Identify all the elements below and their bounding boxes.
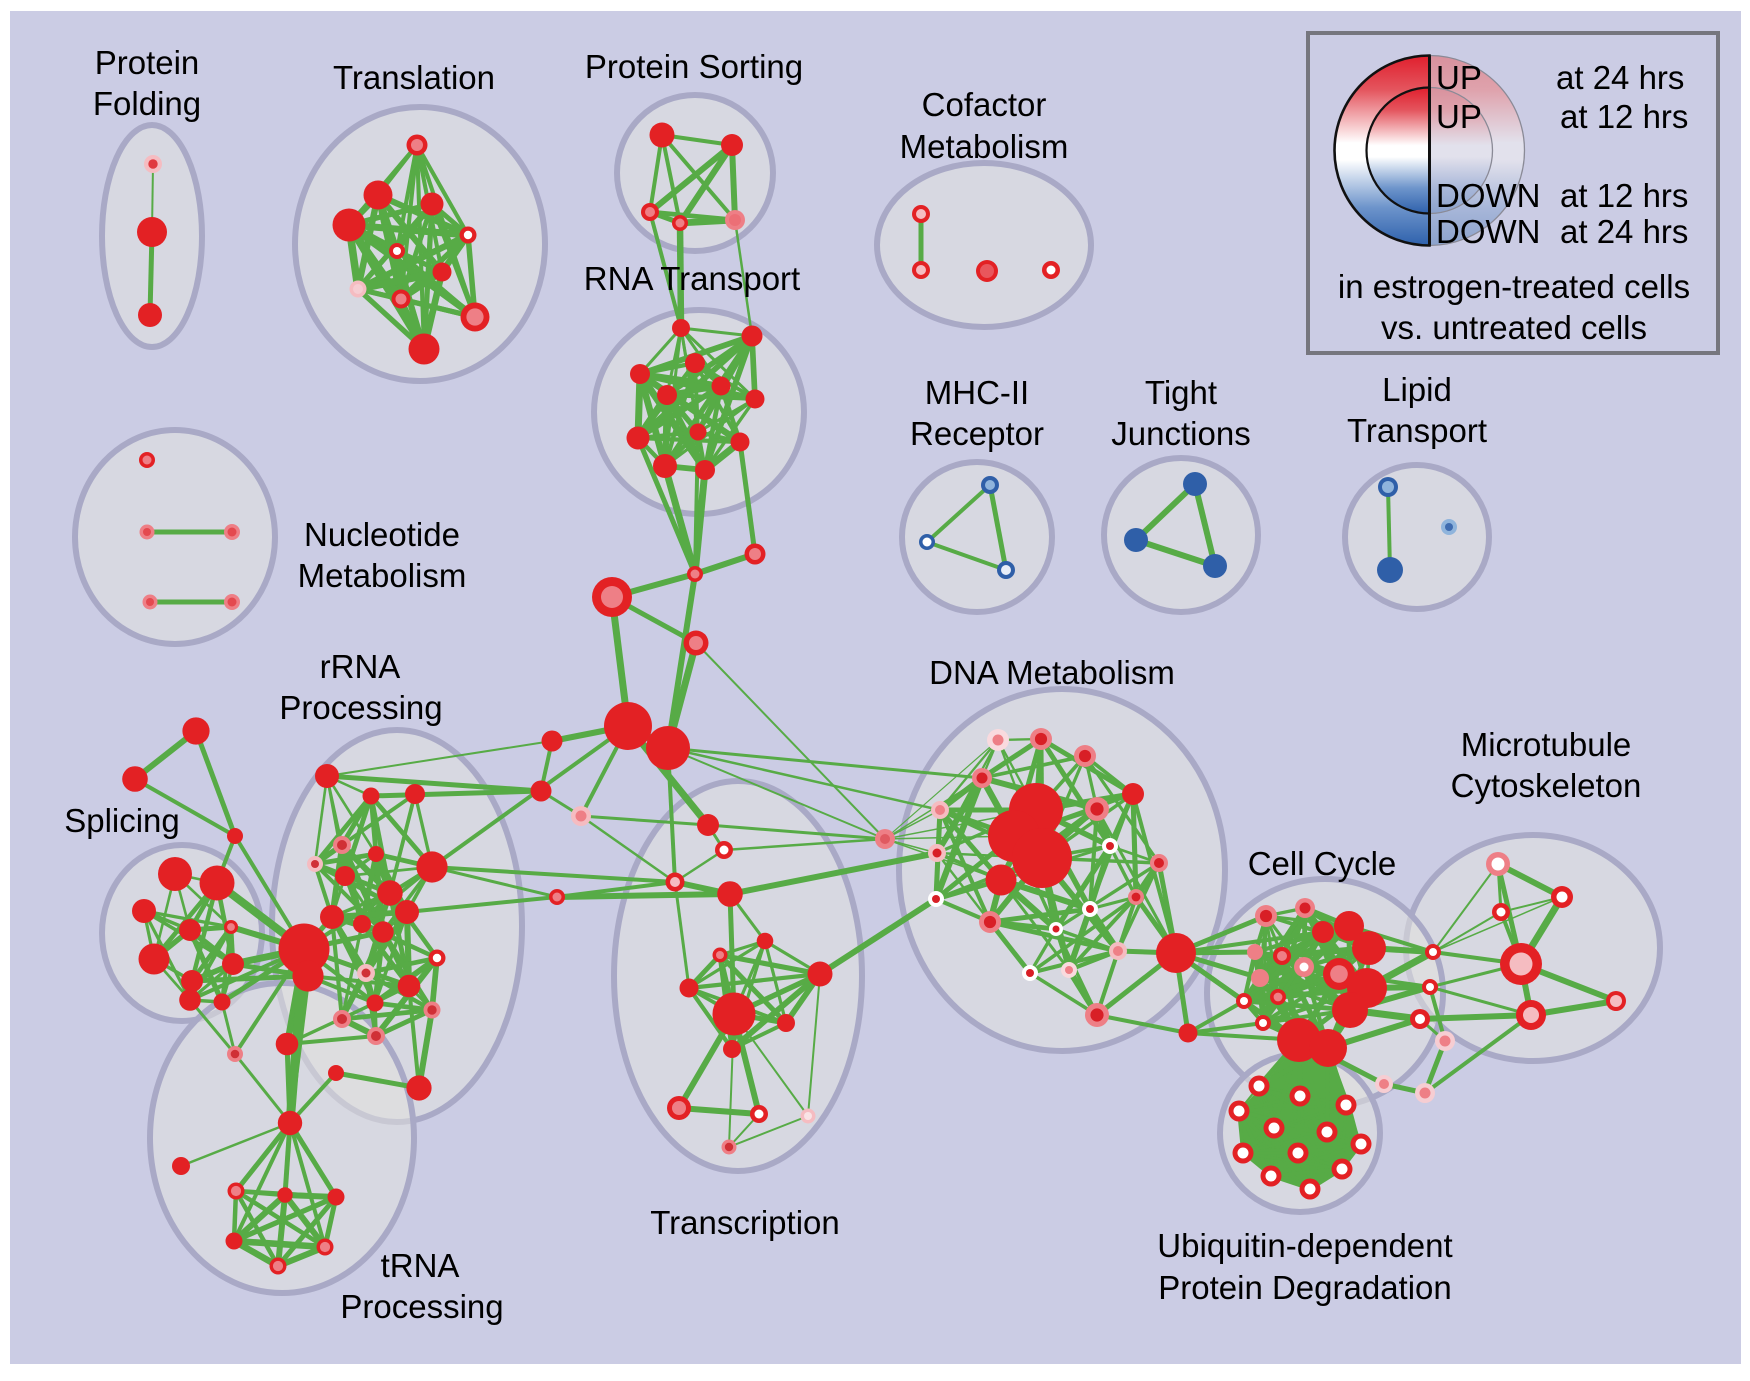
svg-text:at 24 hrs: at 24 hrs bbox=[1560, 213, 1688, 250]
svg-text:rRNA: rRNA bbox=[320, 648, 401, 685]
svg-text:Protein Sorting: Protein Sorting bbox=[585, 48, 803, 85]
svg-text:Processing: Processing bbox=[340, 1288, 503, 1325]
svg-text:Lipid: Lipid bbox=[1382, 371, 1452, 408]
svg-text:Metabolism: Metabolism bbox=[900, 128, 1069, 165]
svg-text:RNA Transport: RNA Transport bbox=[584, 260, 800, 297]
svg-text:DNA Metabolism: DNA Metabolism bbox=[929, 654, 1175, 691]
svg-text:UP: UP bbox=[1436, 98, 1482, 135]
svg-text:DOWN: DOWN bbox=[1436, 213, 1540, 250]
svg-text:Metabolism: Metabolism bbox=[298, 557, 467, 594]
svg-text:Receptor: Receptor bbox=[910, 415, 1044, 452]
svg-text:Microtubule: Microtubule bbox=[1461, 726, 1632, 763]
svg-text:at 12 hrs: at 12 hrs bbox=[1560, 98, 1688, 135]
svg-text:Tight: Tight bbox=[1145, 374, 1217, 411]
svg-text:vs. untreated cells: vs. untreated cells bbox=[1381, 309, 1647, 346]
svg-text:Cell Cycle: Cell Cycle bbox=[1248, 845, 1397, 882]
svg-text:Cytoskeleton: Cytoskeleton bbox=[1451, 767, 1642, 804]
svg-text:Protein Degradation: Protein Degradation bbox=[1158, 1269, 1452, 1306]
svg-text:tRNA: tRNA bbox=[381, 1247, 460, 1284]
svg-text:Splicing: Splicing bbox=[64, 802, 180, 839]
svg-text:MHC-II: MHC-II bbox=[925, 374, 1029, 411]
svg-text:UP: UP bbox=[1436, 59, 1482, 96]
svg-text:Translation: Translation bbox=[333, 59, 495, 96]
svg-text:Protein: Protein bbox=[95, 44, 200, 81]
svg-text:Junctions: Junctions bbox=[1111, 415, 1250, 452]
svg-text:at 24 hrs: at 24 hrs bbox=[1556, 59, 1684, 96]
svg-text:Transport: Transport bbox=[1347, 412, 1487, 449]
svg-text:Transcription: Transcription bbox=[650, 1204, 840, 1241]
svg-text:DOWN: DOWN bbox=[1436, 177, 1540, 214]
svg-text:Nucleotide: Nucleotide bbox=[304, 516, 460, 553]
svg-text:Folding: Folding bbox=[93, 85, 201, 122]
svg-text:Cofactor: Cofactor bbox=[922, 86, 1047, 123]
svg-text:Processing: Processing bbox=[279, 689, 442, 726]
svg-text:at 12 hrs: at 12 hrs bbox=[1560, 177, 1688, 214]
svg-text:Ubiquitin-dependent: Ubiquitin-dependent bbox=[1157, 1227, 1452, 1264]
svg-text:in estrogen-treated cells: in estrogen-treated cells bbox=[1338, 268, 1690, 305]
